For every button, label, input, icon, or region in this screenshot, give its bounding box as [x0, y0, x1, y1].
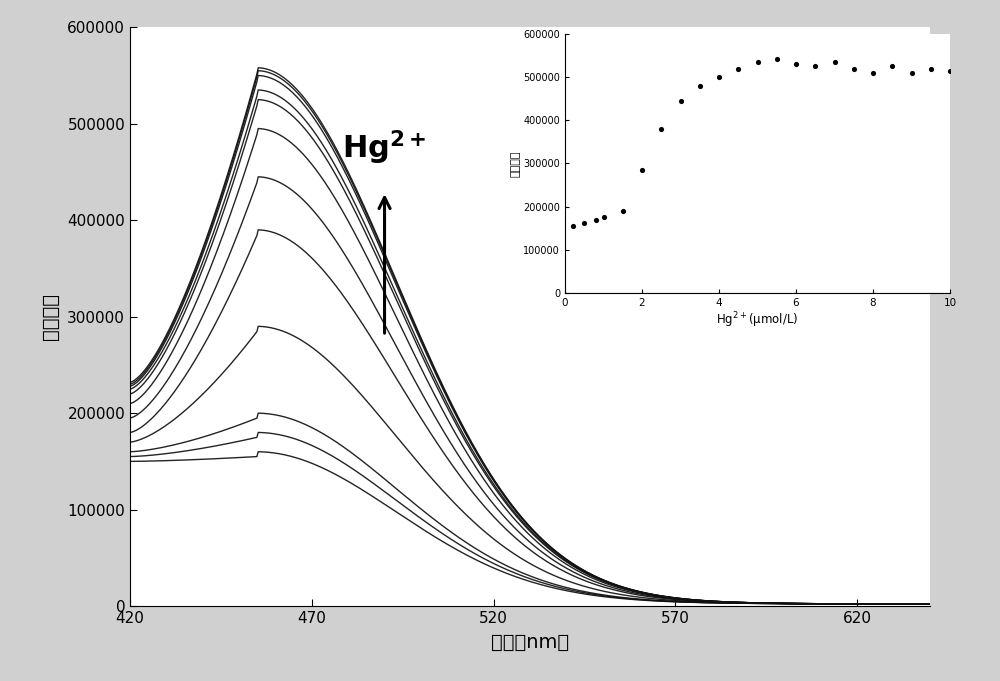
Point	[615, 206, 631, 217]
Point	[692, 80, 708, 91]
Point	[672, 95, 688, 106]
Point	[769, 53, 785, 64]
X-axis label: Hg$^{2+}$(μmol/L): Hg$^{2+}$(μmol/L)	[716, 311, 799, 330]
Point	[730, 63, 746, 74]
Point	[653, 123, 669, 134]
Point	[788, 59, 804, 69]
Point	[865, 67, 881, 78]
Text: $\mathbf{Hg^{2+}}$: $\mathbf{Hg^{2+}}$	[342, 129, 427, 167]
Y-axis label: 荧光强度: 荧光强度	[510, 151, 520, 176]
Point	[807, 61, 823, 72]
X-axis label: 波长（nm）: 波长（nm）	[491, 633, 569, 652]
Point	[884, 61, 900, 72]
Point	[942, 65, 958, 76]
Point	[565, 221, 581, 232]
Point	[826, 57, 842, 67]
Point	[596, 212, 612, 223]
Point	[588, 215, 604, 226]
Y-axis label: 荧光强度: 荧光强度	[41, 293, 60, 340]
Point	[846, 63, 862, 74]
Point	[750, 57, 766, 67]
Point	[576, 217, 592, 228]
Point	[904, 67, 920, 78]
Point	[634, 165, 650, 176]
Point	[923, 63, 939, 74]
Point	[711, 72, 727, 82]
